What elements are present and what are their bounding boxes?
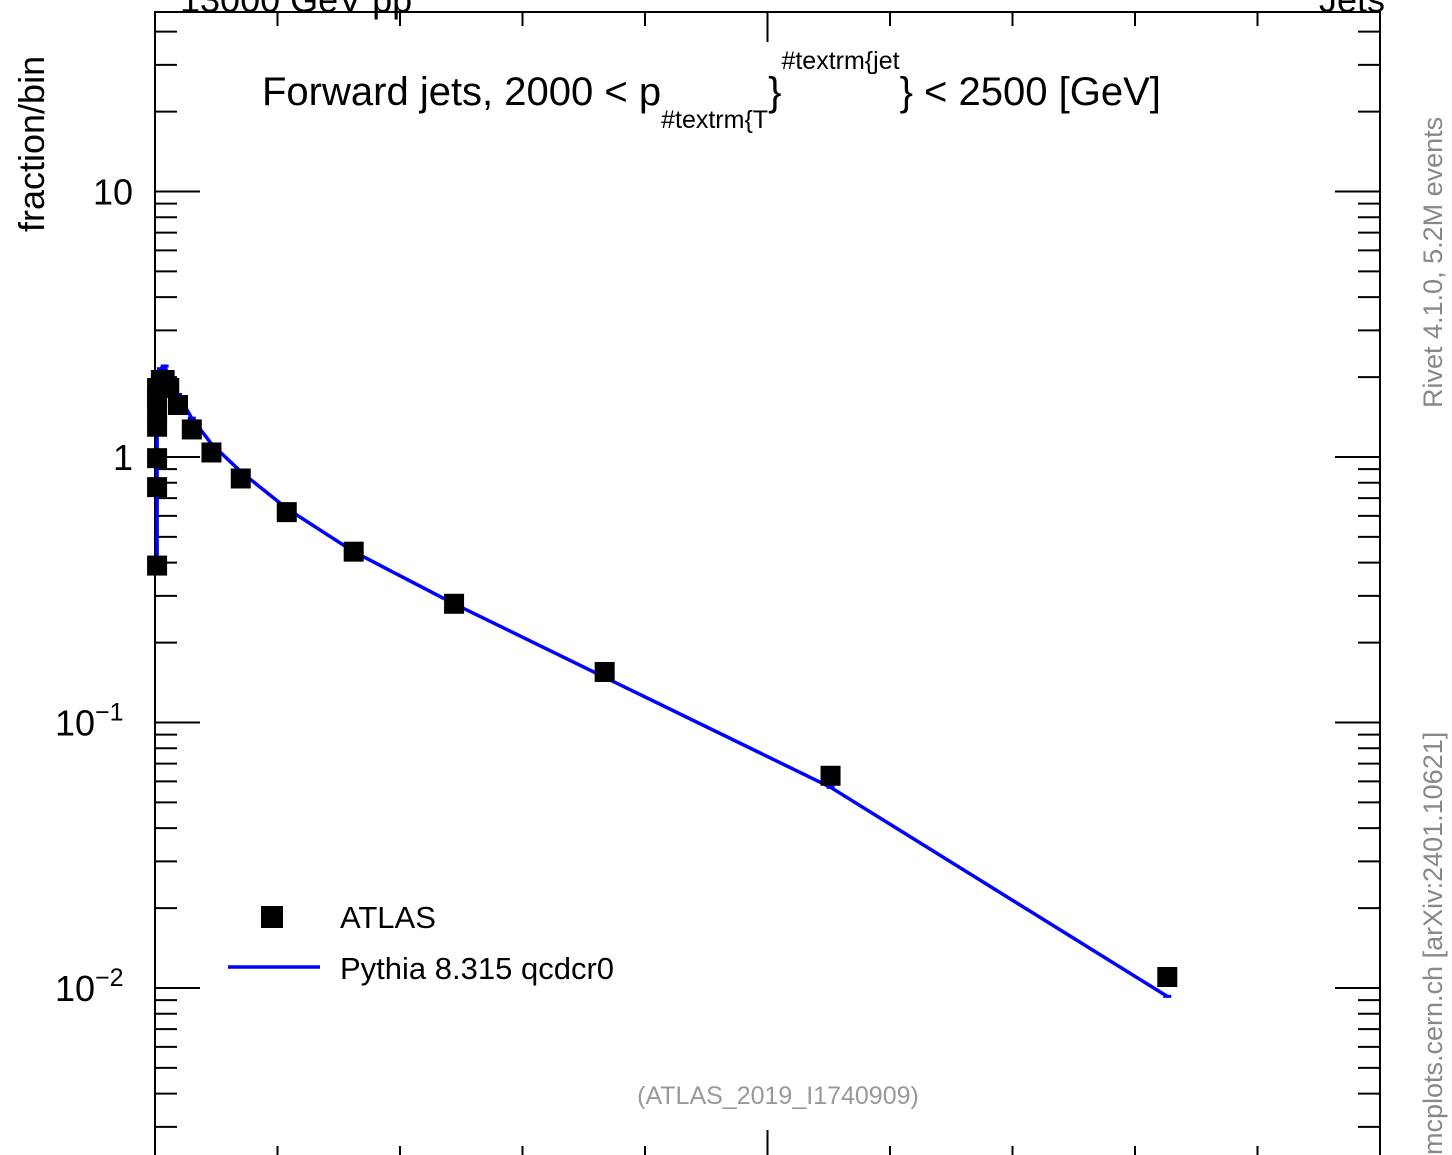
- atlas-point: [201, 442, 222, 463]
- plot-frame: [154, 11, 1381, 1155]
- analysis-annotation: (ATLAS_2019_I1740909): [637, 1082, 919, 1110]
- atlas-point: [147, 448, 168, 469]
- title-superscript: #textrm{jet: [781, 47, 899, 75]
- y-tick-label: 10−1: [55, 699, 124, 744]
- atlas-point: [230, 468, 251, 489]
- title-main: Forward jets, 2000 < p: [262, 70, 661, 114]
- atlas-series: [147, 369, 1178, 988]
- legend-atlas-label: ATLAS: [340, 900, 436, 935]
- mcplots-label: mcplots.cern.ch [arXiv:2401.10621]: [1418, 732, 1448, 1155]
- title-end: } < 2500 [GeV]: [900, 70, 1161, 114]
- axis-ticks: [154, 12, 1381, 1155]
- legend-pythia-label: Pythia 8.315 qcdcr0: [340, 951, 614, 986]
- y-tick-labels: 10 1 10−1 10−2: [55, 172, 133, 1010]
- header-right-text: Jets: [1319, 0, 1385, 20]
- chart-title: Forward jets, 2000 < p#textrm{T}#textrm{…: [262, 47, 1161, 134]
- atlas-point: [276, 502, 297, 523]
- atlas-point: [147, 555, 168, 576]
- atlas-point: [444, 593, 465, 614]
- pythia-series: [153, 364, 1172, 998]
- legend-atlas-marker: [261, 906, 283, 928]
- pythia-line: [155, 364, 1169, 998]
- title-brace: }: [768, 70, 781, 114]
- y-axis-label: fraction/bin: [11, 56, 52, 232]
- atlas-point: [1157, 967, 1178, 988]
- y-tick-label: 10−2: [55, 964, 124, 1009]
- atlas-point: [594, 661, 615, 682]
- rivet-label: Rivet 4.1.0, 5.2M events: [1418, 117, 1448, 408]
- atlas-point: [168, 394, 189, 415]
- atlas-point: [147, 416, 168, 437]
- y-tick-label: 1: [113, 437, 133, 478]
- atlas-point: [181, 419, 202, 440]
- header-left-text: 13000 GeV pp: [180, 0, 412, 20]
- atlas-point: [147, 477, 168, 498]
- legend: ATLAS Pythia 8.315 qcdcr0: [228, 900, 614, 986]
- title-subscript: #textrm{T: [661, 106, 768, 134]
- y-tick-label: 10: [93, 172, 133, 213]
- atlas-point: [159, 377, 180, 398]
- atlas-point: [343, 541, 364, 562]
- atlas-point: [820, 765, 841, 786]
